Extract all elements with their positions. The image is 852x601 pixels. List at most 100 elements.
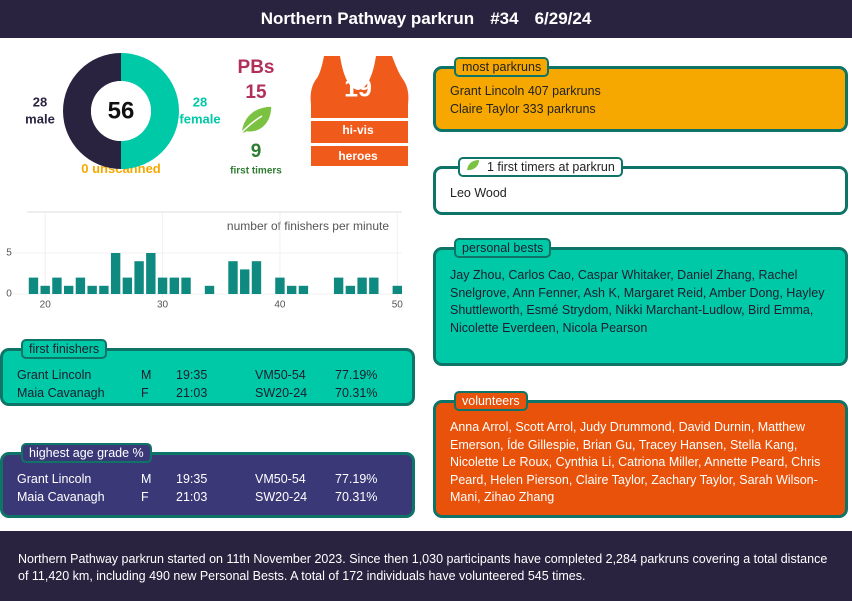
names: Jay Zhou, Carlos Cao, Caspar Whitaker, D… (450, 268, 825, 335)
title: first timers at parkrun (497, 160, 615, 174)
footer: Northern Pathway parkrun started on 11th… (0, 531, 852, 601)
donut-total: 56 (108, 97, 135, 124)
chart-title: number of finishers per minute (227, 219, 389, 233)
x-tick-label: 30 (157, 300, 169, 311)
cell: 19:35 (176, 472, 208, 486)
header-title: Northern Pathway parkrun (260, 9, 475, 28)
cell: F (141, 385, 149, 400)
male-count: 28 (33, 94, 47, 109)
bar (28, 277, 39, 294)
age-grade-box: highest age grade % Grant Lincoln M 19:35 V… (0, 443, 415, 518)
bar (333, 277, 344, 294)
bar (251, 261, 262, 294)
bar (52, 277, 62, 294)
cell: 21:03 (176, 489, 208, 504)
cell: 21:03 (176, 385, 208, 400)
row: Maia Cavanagh F 21:03 SW20-24 70.31% (17, 489, 395, 507)
event-date: 6/29/24 (534, 9, 592, 28)
cell: SW20-24 (255, 385, 308, 400)
vest (310, 56, 409, 166)
tab: 1 first timers at parkrun (458, 157, 623, 177)
row: Grant Lincoln M 19:35 VM50-54 77.19% (17, 471, 395, 489)
tab: first finishers (21, 339, 108, 359)
bar (286, 285, 297, 294)
count: 1 (486, 160, 494, 174)
first-timers-label: first timers (230, 166, 282, 177)
bar (169, 277, 180, 294)
bar (75, 277, 86, 294)
y-tick-label: 0 (6, 289, 12, 300)
bar (228, 261, 238, 294)
tab: highest age grade % (21, 443, 152, 463)
donut-segment (121, 53, 179, 169)
cell: Maia Cavanagh (17, 385, 105, 400)
cell: 77.19% (335, 472, 378, 486)
volunteers-box: volunteers Anna Arrol, Scott Arrol, Judy… (433, 391, 848, 518)
bar (63, 285, 74, 294)
female-count: 28 (193, 94, 207, 109)
event-number: #34 (490, 9, 519, 28)
row: Grant Lincoln M 19:35 VM50-54 77.19% (17, 367, 395, 385)
age-grade-table: Grant Lincoln M 19:35 VM50-54 77.19% Maia Cav… (17, 471, 395, 506)
female-label: female (179, 111, 220, 126)
header: Northern Pathway parkrun #34 6/29/24 (0, 0, 852, 38)
item: Claire Taylor 333 parkruns (450, 101, 596, 116)
male-label: male (25, 111, 55, 126)
bar (345, 285, 356, 294)
tab: personal bests (454, 238, 552, 258)
bar (40, 285, 50, 294)
most-parkruns-box: most parkruns Grant Lincoln 407 parkruns… (433, 57, 848, 132)
bar (99, 285, 109, 294)
x-tick-label: 40 (274, 300, 286, 311)
cell: 70.31% (335, 385, 378, 400)
item: Leo Wood (450, 186, 507, 200)
cell: Grant Lincoln (17, 368, 92, 382)
first-finishers-table: Grant Lincoln M 19:35 VM50-54 77.19% Maia Cav… (17, 367, 395, 402)
bar (357, 277, 367, 294)
bar (275, 277, 285, 294)
hi-vis-line1: hi-vis (342, 123, 374, 137)
first-finishers-box: first finishers Grant Lincoln M 19:35 VM50-… (0, 339, 415, 406)
leaf-icon (240, 105, 273, 134)
cell: Grant Lincoln (17, 472, 92, 486)
hi-vis-line2: heroes (338, 149, 378, 163)
row: Maia Cavanagh F 21:03 SW20-24 70.31% (17, 385, 395, 403)
first-timers-box: 1 first timers at parkrun Leo Wood (433, 157, 848, 215)
cell: 19:35 (176, 368, 208, 382)
cell: Maia Cavanagh (17, 489, 105, 504)
bar (369, 277, 379, 294)
bar (392, 285, 402, 294)
pbs-count: 15 (245, 82, 267, 103)
bar (134, 261, 144, 294)
tab: most parkruns (454, 57, 550, 77)
x-tick-label: 20 (40, 300, 52, 311)
cell: 77.19% (335, 368, 378, 382)
first-timers-count: 9 (251, 141, 262, 162)
cell: M (141, 368, 152, 382)
donut-segment (63, 53, 121, 169)
vest-stripe (311, 143, 408, 146)
bar (122, 277, 133, 294)
vest-stripe (311, 118, 408, 121)
bar (181, 277, 191, 294)
item: Grant Lincoln 407 parkruns (450, 84, 601, 98)
bar (110, 253, 121, 294)
bar (157, 277, 168, 294)
cell: 70.31% (335, 489, 378, 504)
tab: volunteers (454, 391, 528, 411)
cell: F (141, 489, 149, 504)
x-tick-label: 50 (392, 300, 404, 311)
names: Anna Arrol, Scott Arrol, Judy Drummond, … (450, 420, 821, 504)
personal-bests-box: personal bests Jay Zhou, Carlos Cao, Cas… (433, 238, 848, 366)
hi-vis-count: 19 (344, 75, 372, 103)
donut-hole (91, 81, 151, 141)
cell: VM50-54 (255, 368, 306, 382)
bar (146, 253, 156, 294)
bar (240, 269, 250, 294)
leaf-icon (467, 160, 479, 170)
bar (87, 285, 97, 294)
pbs-label: PBs (238, 57, 275, 78)
y-tick-label: 5 (6, 248, 12, 259)
